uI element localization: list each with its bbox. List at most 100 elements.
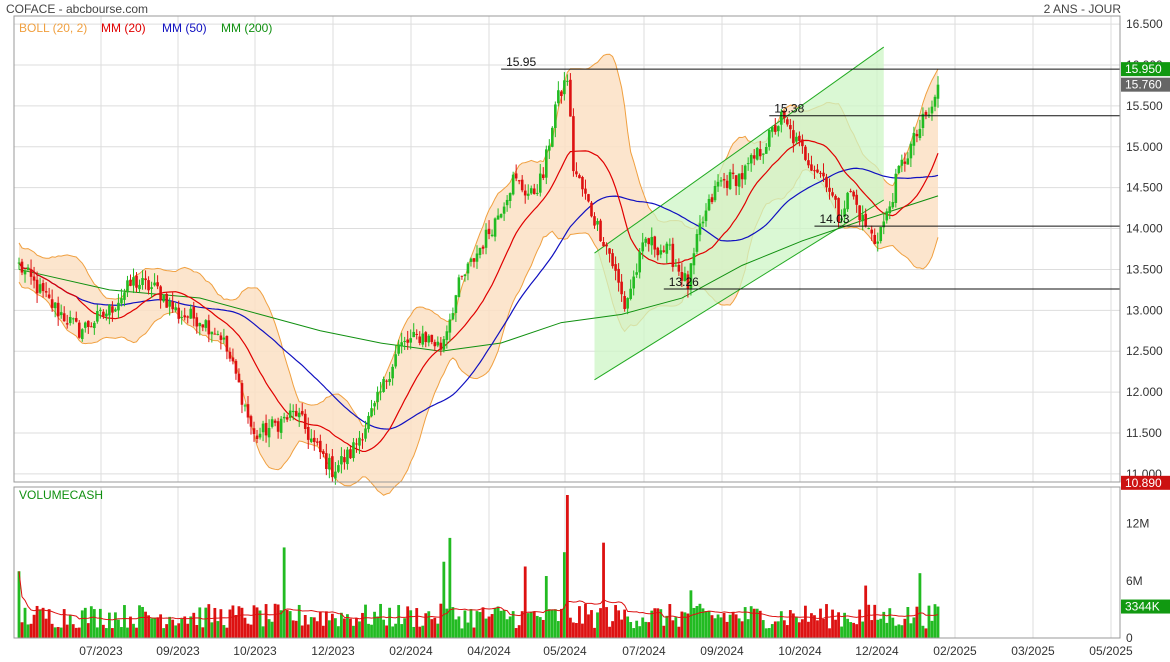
volume-tick-label: 6M (1126, 574, 1143, 588)
candle-body (415, 333, 419, 335)
price-badge (1121, 62, 1170, 77)
volume-bar (852, 622, 856, 638)
candle-body (596, 220, 599, 225)
candle-body (801, 139, 804, 147)
volume-bar (773, 621, 777, 638)
candle-body (834, 195, 837, 200)
volume-bar (243, 617, 247, 638)
price-badge (1121, 77, 1170, 92)
volume-bar (900, 625, 904, 638)
volume-bar (409, 610, 413, 638)
volume-bar (834, 619, 837, 638)
volume-bar (17, 571, 21, 638)
candle-body (918, 128, 922, 138)
volume-bar (466, 622, 470, 638)
candle-body (328, 457, 331, 470)
candle-body (195, 317, 199, 327)
volume-bar (912, 617, 916, 638)
volume-bar (858, 609, 862, 638)
volume-bar (246, 623, 250, 638)
date-tick-label: 09/2024 (700, 644, 744, 658)
volume-bar (436, 623, 440, 638)
candle-body (445, 331, 449, 340)
volume-bar (662, 625, 666, 638)
candle-body (602, 242, 605, 247)
candle-body (665, 243, 669, 254)
volume-bar (472, 627, 476, 638)
level-label: 13.26 (669, 275, 699, 289)
volume-bar (403, 618, 407, 638)
volume-bar (126, 627, 129, 638)
volume-average-line (18, 571, 939, 621)
legend-mm50: MM (50) (162, 21, 207, 35)
candle-body (114, 309, 117, 312)
volume-bar (695, 606, 699, 638)
candle-body (322, 451, 325, 455)
volume-bar (801, 619, 804, 638)
candle-body (867, 228, 870, 230)
volume-bar (439, 603, 443, 638)
candle-body (629, 288, 632, 299)
candle-body (177, 307, 180, 319)
candle-body (581, 177, 584, 190)
candle-body (442, 339, 446, 350)
volume-bar (843, 612, 846, 638)
volume-bar (135, 627, 138, 638)
volume-bar (388, 607, 392, 638)
candle-body (249, 416, 253, 427)
volume-bar (846, 618, 850, 638)
volume-bar (189, 616, 193, 638)
date-tick-label: 12/2023 (311, 644, 355, 658)
candle-body (590, 202, 593, 217)
candle-body (927, 114, 931, 116)
volume-bar (186, 623, 190, 638)
candle-body (900, 159, 904, 166)
candle-body (716, 181, 720, 187)
candle-body (551, 127, 554, 147)
volume-bar (596, 612, 599, 638)
candle-body (710, 197, 714, 203)
volume-bar (297, 604, 301, 638)
candle-body (662, 250, 666, 252)
candle-body (614, 264, 617, 271)
volume-bar (222, 625, 226, 638)
volume-bar (894, 625, 898, 638)
candle-body (32, 276, 36, 281)
volume-bar (626, 616, 630, 638)
volume-bar (936, 606, 940, 638)
candle-body (897, 166, 901, 173)
volume-bar (370, 624, 373, 638)
candle-body (228, 351, 232, 359)
candle-body (746, 163, 750, 165)
volume-bar (816, 620, 819, 638)
volume-bar (587, 614, 590, 638)
volume-bar (647, 622, 651, 638)
candle-body (496, 215, 500, 220)
volume-bar (385, 625, 388, 638)
volume-bar (511, 611, 515, 638)
volume-bar (219, 609, 223, 638)
volume-bar (499, 610, 503, 638)
volume-bar (352, 625, 355, 638)
candle-body (364, 428, 367, 439)
volume-bar (445, 608, 449, 638)
volume-bar (231, 605, 235, 638)
candle-body (71, 318, 75, 320)
candle-body (466, 263, 470, 274)
volume-bar (620, 619, 624, 638)
volume-bar (285, 609, 289, 638)
date-tick-label: 10/2023 (233, 644, 277, 658)
candle-body (909, 143, 913, 159)
candle-body (312, 437, 316, 443)
candle-body (35, 279, 39, 294)
candle-body (807, 160, 810, 166)
candle-body (587, 194, 590, 202)
candle-body (201, 324, 205, 328)
volume-bar (62, 609, 66, 638)
volume-bar (782, 620, 786, 638)
candle-body (168, 300, 171, 307)
candle-body (337, 465, 340, 472)
volume-bar (44, 618, 48, 638)
candle-body (644, 238, 648, 243)
volume-bar (565, 495, 569, 638)
